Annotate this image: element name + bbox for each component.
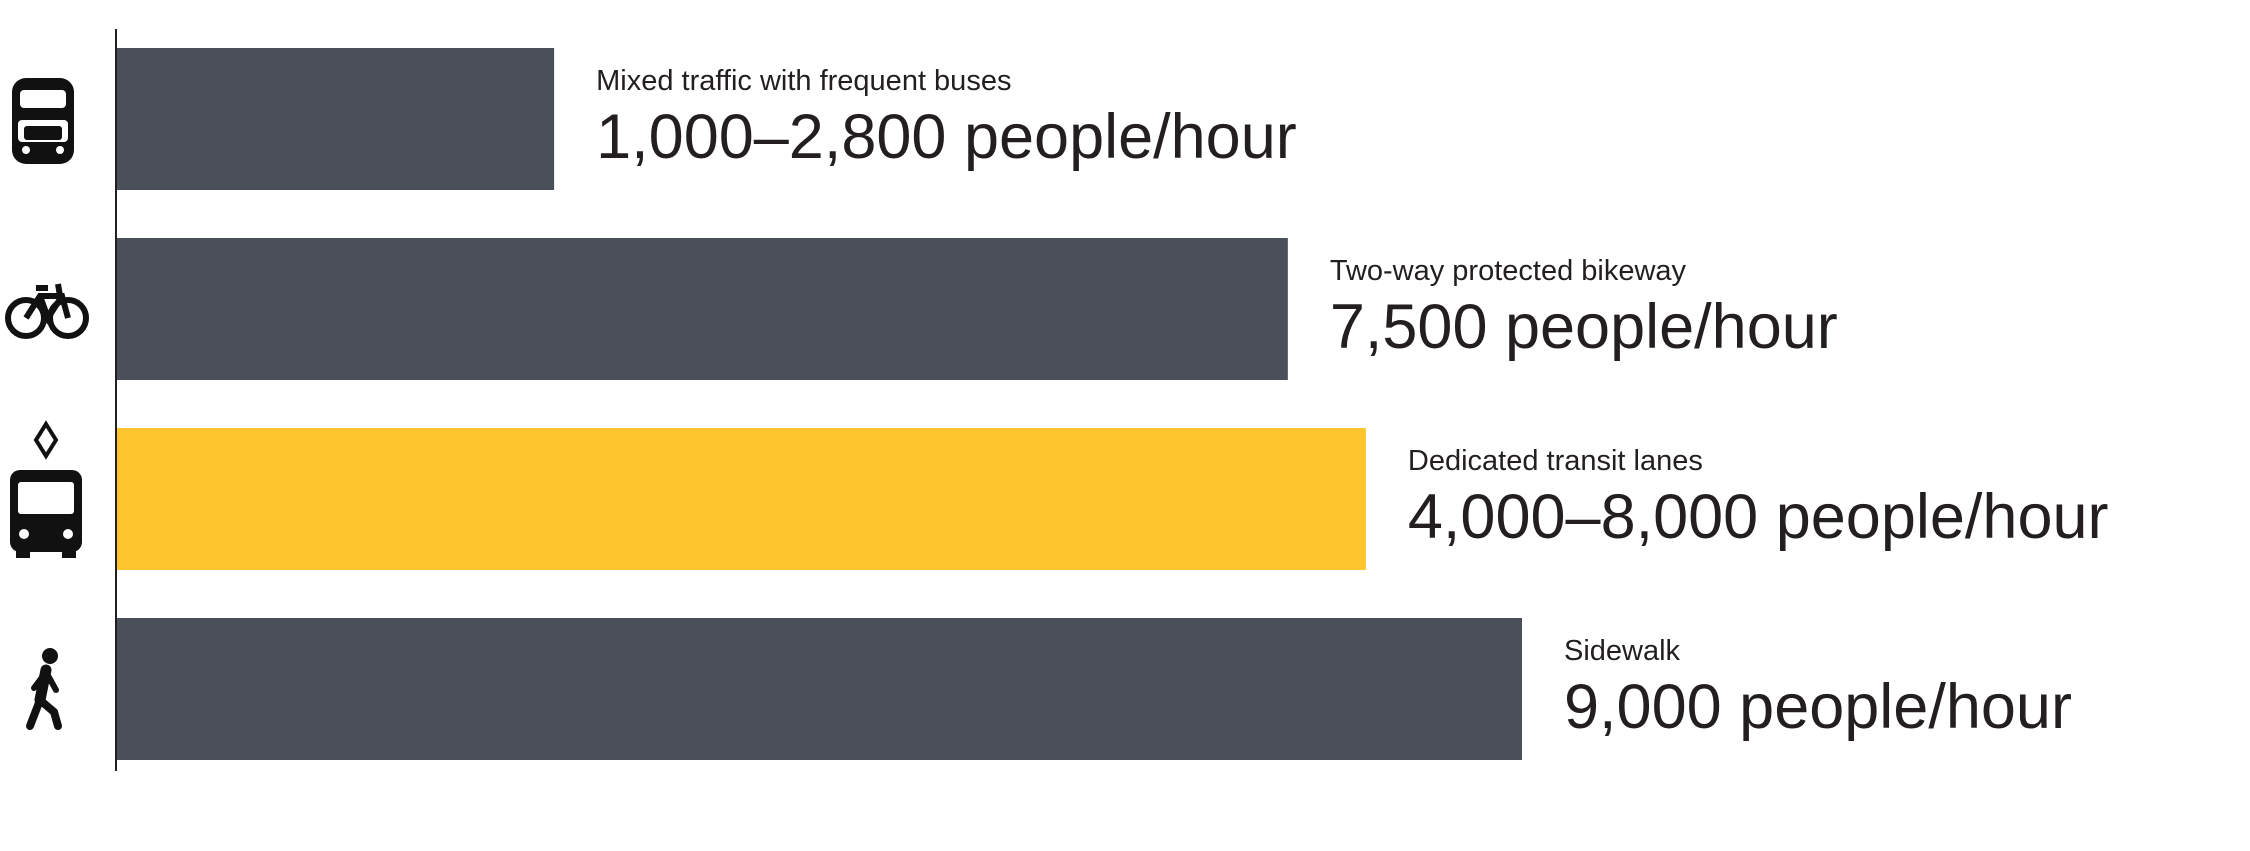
category-label: Dedicated transit lanes bbox=[1408, 445, 1703, 477]
transit-icon bbox=[10, 420, 82, 558]
value-label: 1,000–2,800 people/hour bbox=[596, 102, 1297, 172]
bar bbox=[117, 238, 1288, 380]
bar bbox=[117, 428, 1366, 570]
category-label: Mixed traffic with frequent buses bbox=[596, 65, 1011, 97]
category-label: Two-way protected bikeway bbox=[1330, 255, 1687, 287]
bar bbox=[117, 48, 555, 190]
value-label: 9,000 people/hour bbox=[1564, 672, 2072, 742]
bicycle-icon bbox=[5, 283, 89, 339]
value-label: 4,000–8,000 people/hour bbox=[1408, 482, 2109, 552]
bar bbox=[117, 618, 1522, 760]
value-label: 7,500 people/hour bbox=[1330, 292, 1838, 362]
car-bus-icon bbox=[12, 78, 74, 164]
category-label: Sidewalk bbox=[1564, 635, 1681, 667]
pedestrian-icon bbox=[26, 648, 62, 730]
